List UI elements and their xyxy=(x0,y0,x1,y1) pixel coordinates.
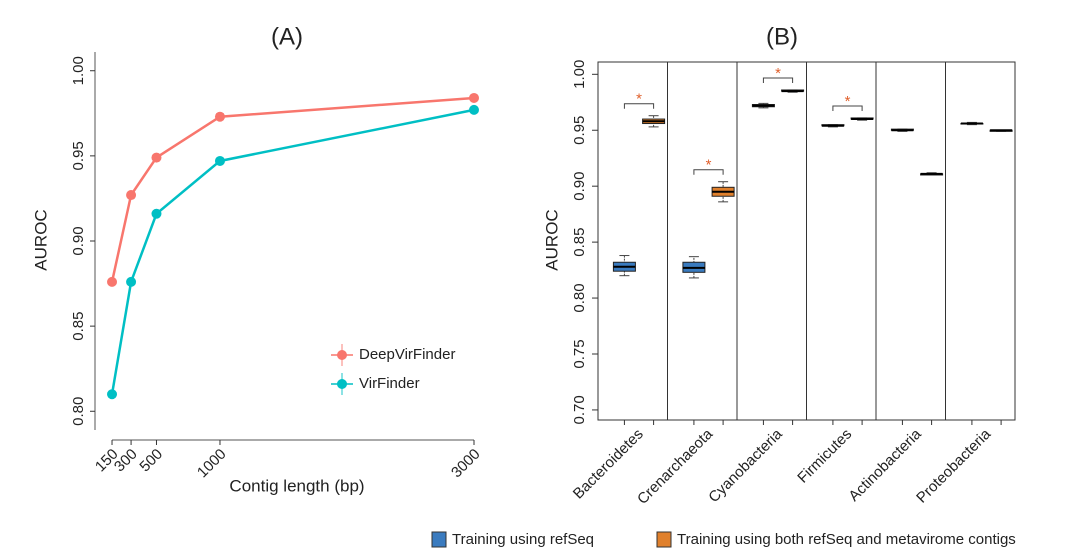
y-tick-label: 0.85 xyxy=(571,228,588,257)
significance-label: * xyxy=(775,65,781,82)
significance-bracket xyxy=(623,103,655,109)
data-point xyxy=(214,155,225,166)
data-point xyxy=(468,92,479,103)
significance-label: * xyxy=(706,157,712,174)
x-axis-label: Contig length (bp) xyxy=(229,476,364,495)
y-axis-label: AUROC xyxy=(31,209,50,270)
y-tick-label: 0.95 xyxy=(70,141,87,170)
legend-label: VirFinder xyxy=(359,375,420,392)
y-tick-label: 0.95 xyxy=(571,116,588,145)
y-tick-label: 0.90 xyxy=(70,226,87,255)
y-tick-label: 1.00 xyxy=(70,56,87,85)
x-tick-label: 3000 xyxy=(448,446,484,482)
x-tick-label: Proteobacteria xyxy=(913,425,994,506)
data-point xyxy=(126,276,137,287)
data-point xyxy=(468,104,479,115)
series-line xyxy=(110,96,475,283)
legend-label: Training using both refSeq and metavirom… xyxy=(677,531,1016,548)
legend-swatch xyxy=(431,531,447,548)
legend-symbol xyxy=(337,350,347,360)
significance-bracket xyxy=(693,169,724,175)
x-tick-label: Bacteroidetes xyxy=(570,426,647,503)
y-tick-label: 0.80 xyxy=(571,283,588,312)
legend-label: Training using refSeq xyxy=(452,531,594,548)
y-tick-label: 0.85 xyxy=(70,312,87,341)
significance-label: * xyxy=(845,93,851,110)
chart-title: (A) xyxy=(271,23,303,50)
significance-label: * xyxy=(636,91,642,108)
x-tick-label: 500 xyxy=(136,446,166,476)
y-tick-label: 0.90 xyxy=(571,172,588,201)
y-axis-label: AUROC xyxy=(542,209,561,270)
data-point xyxy=(151,208,162,219)
significance-bracket xyxy=(832,105,863,111)
y-tick-label: 0.70 xyxy=(571,395,588,424)
y-tick-label: 1.00 xyxy=(571,60,588,89)
data-point xyxy=(151,152,162,163)
legend-swatch xyxy=(656,531,672,548)
x-tick-label: 1000 xyxy=(194,446,230,482)
legend-label: DeepVirFinder xyxy=(359,346,455,363)
data-point xyxy=(107,389,118,400)
x-tick-label: Actinobacteria xyxy=(845,425,925,505)
y-tick-label: 0.75 xyxy=(571,339,588,368)
significance-bracket xyxy=(762,77,794,83)
x-tick-label: Firmicutes xyxy=(794,426,855,487)
legend-symbol xyxy=(337,379,347,389)
data-point xyxy=(126,190,137,201)
data-point xyxy=(107,276,118,287)
data-point xyxy=(214,111,225,122)
y-tick-label: 0.80 xyxy=(70,397,87,426)
x-tick-label: Cyanobacteria xyxy=(705,425,786,506)
chart-title: (B) xyxy=(766,23,798,50)
x-tick-label: 300 xyxy=(111,446,141,476)
